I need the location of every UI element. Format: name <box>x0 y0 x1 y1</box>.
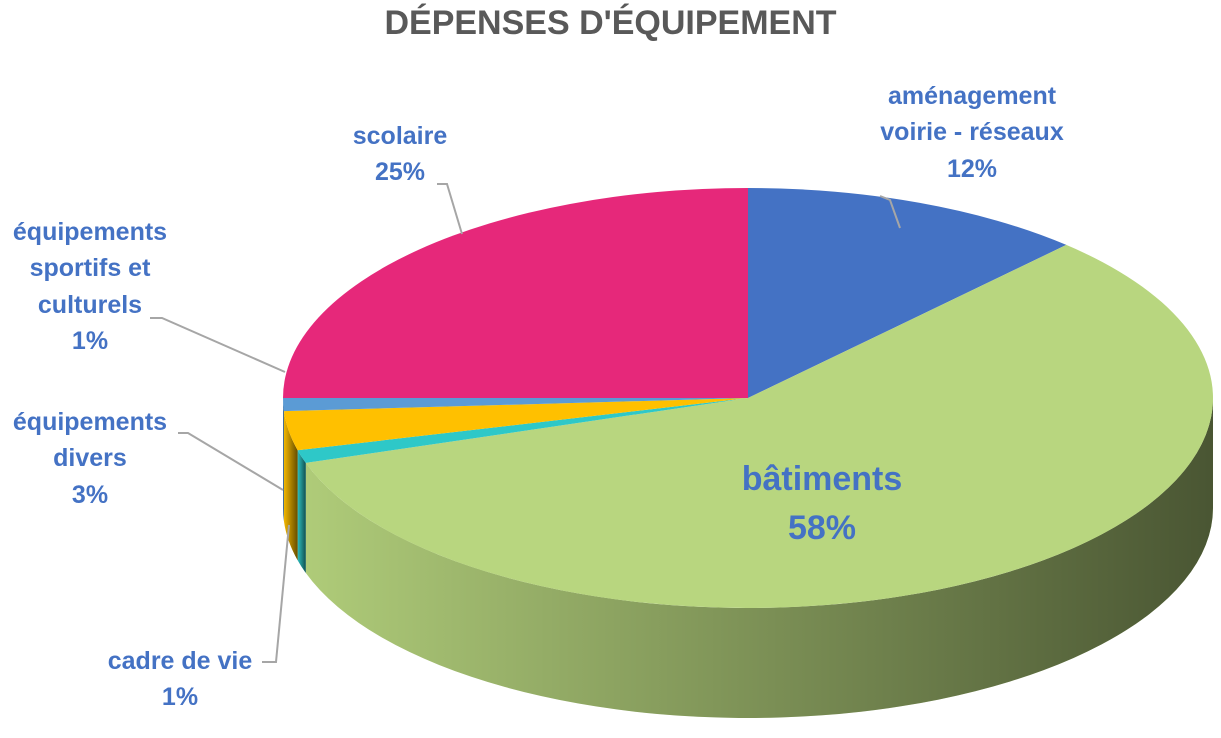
category-label: équipements sportifs et culturels <box>12 218 168 319</box>
leader-line <box>262 524 290 663</box>
value-label: 12% <box>946 154 998 183</box>
data-label: aménagement voirie - réseaux 12% <box>857 78 1087 187</box>
category-label: bâtiments <box>741 460 903 498</box>
slice-side-shade <box>283 411 298 561</box>
value-label: 58% <box>787 509 857 548</box>
data-label: bâtiments 58% <box>662 455 982 554</box>
leader-line <box>879 195 901 229</box>
data-label: scolaire 25% <box>320 118 480 191</box>
data-label: équipements divers 3% <box>0 404 180 513</box>
pie-rim-shade <box>283 188 1213 608</box>
value-label: 1% <box>161 683 199 712</box>
chart-title: DÉPENSES D'ÉQUIPEMENT <box>384 4 837 42</box>
leader-line <box>150 317 286 373</box>
data-label: équipements sportifs et culturels 1% <box>0 214 185 359</box>
category-label: cadre de vie <box>107 647 253 675</box>
data-label: cadre de vie 1% <box>80 643 280 716</box>
category-label: équipements divers <box>12 408 168 473</box>
slice-side-shade <box>305 398 1213 718</box>
category-label: aménagement voirie - réseaux <box>880 82 1064 147</box>
leader-line <box>437 183 463 235</box>
leader-line <box>178 432 284 491</box>
value-label: 25% <box>374 158 426 187</box>
category-label: scolaire <box>352 122 448 150</box>
value-label: 3% <box>71 480 109 509</box>
slice-side-shade <box>297 450 306 573</box>
slice-side-shade <box>283 398 284 522</box>
value-label: 1% <box>71 326 109 355</box>
